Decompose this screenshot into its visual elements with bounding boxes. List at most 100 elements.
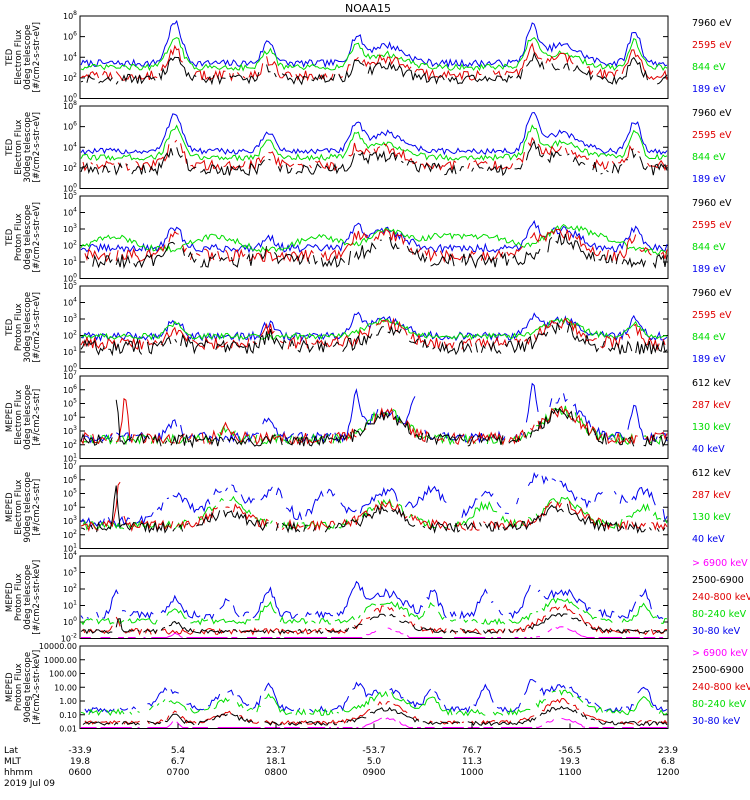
legend-entry: 7960 eV — [692, 288, 732, 299]
series-7960-ev — [80, 140, 668, 177]
y-tick-label: 10-2 — [61, 633, 77, 644]
y-tick-label: 107 — [63, 370, 77, 381]
legend-entry: 80-240 keV — [692, 699, 747, 710]
y-tick-label: 104 — [63, 207, 77, 218]
y-axis-label-line: MEPED — [5, 672, 15, 702]
y-axis-label-line: TED — [5, 48, 15, 67]
y-tick-label: 101 — [63, 543, 77, 554]
panel-6: 101 102 103 104 105 106 107 MEPED Electron Flux 9… — [5, 460, 731, 554]
y-axis-label-line: Proton Flux — [14, 213, 24, 261]
x-tick-label-mlt: 19.3 — [560, 757, 580, 767]
y-tick-label: 100 — [63, 363, 77, 374]
x-tick-label-hhmm: 0800 — [265, 768, 288, 778]
y-tick-label: 102 — [63, 439, 77, 450]
series-2500-6900 — [82, 705, 668, 727]
y-axis-label-line: 90deg telescope — [23, 472, 33, 543]
y-tick-label: 103 — [63, 567, 77, 578]
legend-entry: 2500-6900 — [692, 665, 744, 676]
legend-entry: 80-240 keV — [692, 609, 747, 620]
legend-entry: 40 keV — [692, 444, 725, 455]
legend-entry: 7960 eV — [692, 108, 732, 119]
y-tick-label: 102 — [63, 330, 77, 341]
series-287-kev — [80, 481, 668, 533]
y-tick-label: 105 — [63, 190, 77, 201]
y-axis-label: MEPED Electron Flux 90deg telescope [#/cm2-… — [5, 472, 42, 543]
legend-entry: 130 keV — [692, 512, 731, 523]
legend-entry: 844 eV — [692, 152, 726, 163]
panel-3: 100 101 102 103 104 105 TED Proton Flux 0deg tel… — [5, 190, 732, 284]
legend-entry: 189 eV — [692, 84, 726, 95]
panel-8: 0.010.101.0010.00100.001000.0010000.00ME… — [5, 642, 750, 734]
y-axis-label-line: TED — [5, 138, 15, 157]
y-tick-label: 1.00 — [59, 697, 77, 706]
y-tick-label: 1000.00 — [44, 656, 77, 665]
y-tick-label: 106 — [63, 474, 77, 485]
legend-entry: 40 keV — [692, 534, 725, 545]
y-axis-label-line: MEPED — [5, 402, 15, 432]
y-axis-label-line: Proton Flux — [14, 573, 24, 621]
legend-entry: 287 keV — [692, 400, 731, 411]
y-axis-label-line: Electron Flux — [14, 120, 24, 175]
y-axis-label: MEPED Proton Flux 90deg telescope [#/cm2-s-… — [5, 650, 42, 725]
series-240-800-kev — [82, 603, 668, 636]
panel-7: 10-2 100 101 102 103 104 MEPED Proton Flux 0deg … — [5, 550, 750, 644]
xaxis-date-label: 2019 Jul 09 — [4, 779, 55, 789]
y-axis-label-line: [#/cm2-s-str] — [32, 479, 42, 536]
series-7960-ev — [80, 322, 668, 357]
y-tick-label: 103 — [63, 425, 77, 436]
x-tick-label-hhmm: 1100 — [559, 768, 582, 778]
series-844-ev — [80, 223, 668, 256]
legend-entry: 2595 eV — [692, 220, 732, 231]
legend-entry: 844 eV — [692, 332, 726, 343]
y-axis-label-line: MEPED — [5, 492, 15, 522]
y-axis-label-line: Proton Flux — [14, 663, 24, 711]
y-tick-label: 102 — [63, 529, 77, 540]
series--6900-kev — [81, 627, 667, 638]
y-tick-label: 102 — [63, 72, 77, 83]
y-axis-label: TED Proton Flux 30deg telescope [#/cm2-s-st… — [5, 292, 42, 363]
y-tick-label: 106 — [63, 121, 77, 132]
y-axis-label-line: [#/cm2-s-str] — [32, 389, 42, 446]
y-axis-label: MEPED Electron Flux 0deg telescope [#/cm2-s… — [5, 385, 42, 450]
series-240-800-kev — [84, 697, 668, 726]
y-tick-label: 108 — [63, 10, 77, 21]
xaxis-row-label-mlt: MLT — [4, 757, 22, 767]
y-axis-label: TED Electron Flux 0deg telescope [#/cm2-s-s… — [5, 22, 42, 92]
legend-entry: 844 eV — [692, 62, 726, 73]
y-tick-label: 102 — [63, 583, 77, 594]
y-tick-label: 104 — [63, 51, 77, 62]
legend-entry: > 6900 keV — [692, 558, 748, 569]
y-tick-label: 106 — [63, 384, 77, 395]
series-612-kev — [80, 485, 666, 534]
y-tick-label: 0.01 — [59, 725, 77, 734]
y-tick-label: 105 — [63, 280, 77, 291]
y-tick-label: 101 — [63, 346, 77, 357]
x-tick-label-mlt: 19.8 — [70, 757, 90, 767]
panel-4: 100 101 102 103 104 105 TED Proton Flux 30deg te… — [5, 280, 732, 374]
panel-5: 101 102 103 104 105 106 107 MEPED Electron Flux 0… — [5, 370, 731, 464]
legend-entry: 240-800 keV — [692, 682, 750, 693]
y-tick-label: 104 — [63, 501, 77, 512]
y-axis-label: TED Proton Flux 0deg telescope [#/cm2-s-str… — [5, 202, 42, 272]
series-40-kev — [82, 382, 668, 444]
x-tick-label-lat: 5.4 — [171, 746, 186, 756]
y-tick-label: 100 — [63, 183, 77, 194]
xaxis-row-label-hhmm: hhmm — [4, 768, 33, 778]
y-tick-label: 101 — [63, 256, 77, 267]
y-tick-label: 104 — [63, 141, 77, 152]
y-axis-label-line: 0deg telescope — [23, 205, 33, 270]
y-tick-label: 107 — [63, 460, 77, 471]
x-tick-label-lat: -53.7 — [362, 746, 385, 756]
x-tick-label-lat: 23.9 — [658, 746, 678, 756]
xaxis-row-label-lat: Lat — [4, 746, 19, 756]
y-axis-label-line: [#/cm2-s-str-eV] — [32, 22, 42, 92]
panel-frame — [79, 285, 669, 369]
panel-2: 100 102 104 106 108 TED Electron Flux 30deg tel… — [5, 100, 732, 194]
legend-entry: 189 eV — [692, 174, 726, 185]
legend-entry: 7960 eV — [692, 198, 732, 209]
series-844-ev — [80, 124, 668, 162]
series-2595-ev — [84, 228, 668, 264]
legend-entry: 240-800 keV — [692, 592, 750, 603]
